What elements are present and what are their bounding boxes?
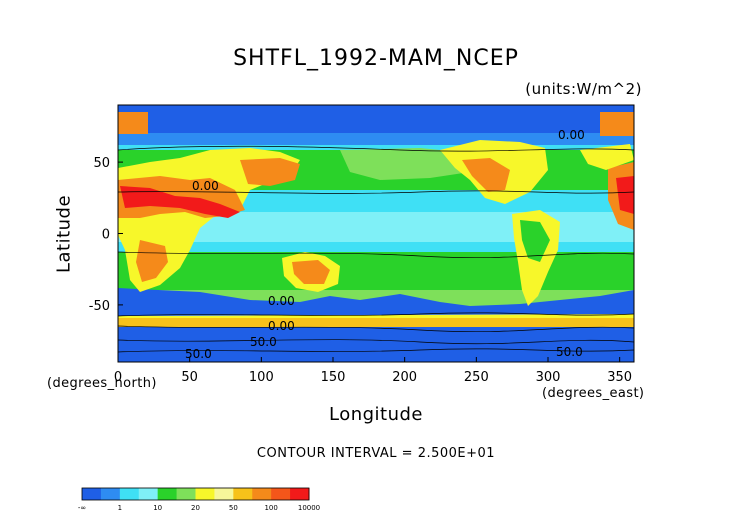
- field-arctic: [118, 105, 634, 137]
- colorbar-swatch: [233, 488, 253, 500]
- field-north-america-orange: [462, 158, 510, 192]
- contour-label: 0.00: [192, 179, 219, 193]
- field-amazon-green: [520, 220, 550, 262]
- y-tick-label: 50: [93, 156, 110, 171]
- x-tick-label: 250: [464, 370, 489, 385]
- colorbar-swatch: [138, 488, 159, 500]
- field-sahara-red: [120, 186, 240, 218]
- x-tick-label: 50: [181, 370, 198, 385]
- contour-label: 0.00: [268, 294, 295, 308]
- units-label: (units:W/m^2): [525, 80, 642, 98]
- contour-label: 50.0: [250, 335, 277, 349]
- field-southern-africa: [136, 240, 168, 282]
- colorbar-tick-label: 20: [191, 504, 200, 512]
- colorbar-swatch: [271, 488, 291, 500]
- contour-line: [118, 325, 634, 333]
- contour-line: [118, 145, 634, 152]
- x-tick-label: 0: [114, 370, 122, 385]
- colorbar-swatch: [214, 488, 234, 500]
- y-tick-label: 0: [102, 228, 110, 243]
- colorbar-tick-label: 10: [153, 504, 162, 512]
- contour-interval-note: CONTOUR INTERVAL = 2.500E+01: [256, 446, 496, 461]
- colorbar-tick-label: 10000: [298, 504, 320, 512]
- contour-label: 50.0: [556, 345, 583, 359]
- x-tick-label: 300: [536, 370, 561, 385]
- field-sh-midlat-band: [118, 252, 634, 292]
- x-axis-title: Longitude: [328, 404, 424, 425]
- contour-line: [118, 348, 634, 353]
- field-arctic-edge: [118, 133, 634, 145]
- colorbar-swatch: [176, 488, 196, 500]
- y-tick-label: -50: [89, 299, 110, 314]
- colorbar-tick-label: 50: [229, 504, 238, 512]
- field-arctic-west-patch: [118, 112, 148, 134]
- x-unit-label: (degrees_east): [542, 386, 645, 401]
- y-unit-label: (degrees_north): [47, 376, 157, 391]
- x-tick-label: 150: [321, 370, 346, 385]
- field-europe-wrap: [580, 144, 634, 170]
- map-field: 0.00 0.00 0.00 50.0 50.0 50.0 0.00: [118, 105, 634, 362]
- field-central-asia-orange: [240, 158, 300, 186]
- colorbar-frame: [81, 487, 310, 501]
- contour-label: 0.00: [268, 319, 295, 333]
- colorbar-swatch: [252, 488, 272, 500]
- x-tick-label: 350: [607, 370, 632, 385]
- x-tick-label: 100: [249, 370, 274, 385]
- field-australia-orange: [292, 260, 330, 284]
- chart-title: SHTFL_1992-MAM_NCEP: [233, 46, 519, 71]
- colorbar-swatch: [82, 488, 102, 500]
- contour-label: 0.00: [558, 128, 585, 142]
- y-axis-ticks: -50 0 50: [89, 156, 123, 314]
- field-antarctica: [118, 326, 634, 362]
- contour-line: [118, 251, 634, 259]
- field-africa-east-wrap-red: [616, 176, 634, 214]
- colorbar-swatch: [195, 488, 215, 500]
- colorbar-tick-label: 1: [118, 504, 122, 512]
- colorbar-swatch: [157, 488, 178, 500]
- x-tick-label: 200: [392, 370, 417, 385]
- colorbar-tick-label: 100: [264, 504, 277, 512]
- contour-line: [118, 339, 634, 345]
- colorbar-swatch: [290, 488, 310, 500]
- field-southern-ocean-patches: [118, 288, 634, 316]
- colorbar-tick-label: -∞: [78, 504, 86, 512]
- field-antarctic-coast: [118, 318, 634, 327]
- field-arctic-east-patch: [600, 112, 634, 136]
- contour-line: [118, 312, 634, 317]
- colorbar-swatch: [100, 488, 121, 500]
- colorbar: -∞ 1 10 20 50 100 10000: [78, 487, 320, 512]
- contour-lines: [118, 145, 634, 353]
- contour-line: [118, 190, 634, 194]
- contour-label: 50.0: [185, 347, 212, 361]
- colorbar-swatch: [119, 488, 140, 500]
- x-axis-ticks: 0 50 100 150 200 250 300 350: [114, 357, 632, 385]
